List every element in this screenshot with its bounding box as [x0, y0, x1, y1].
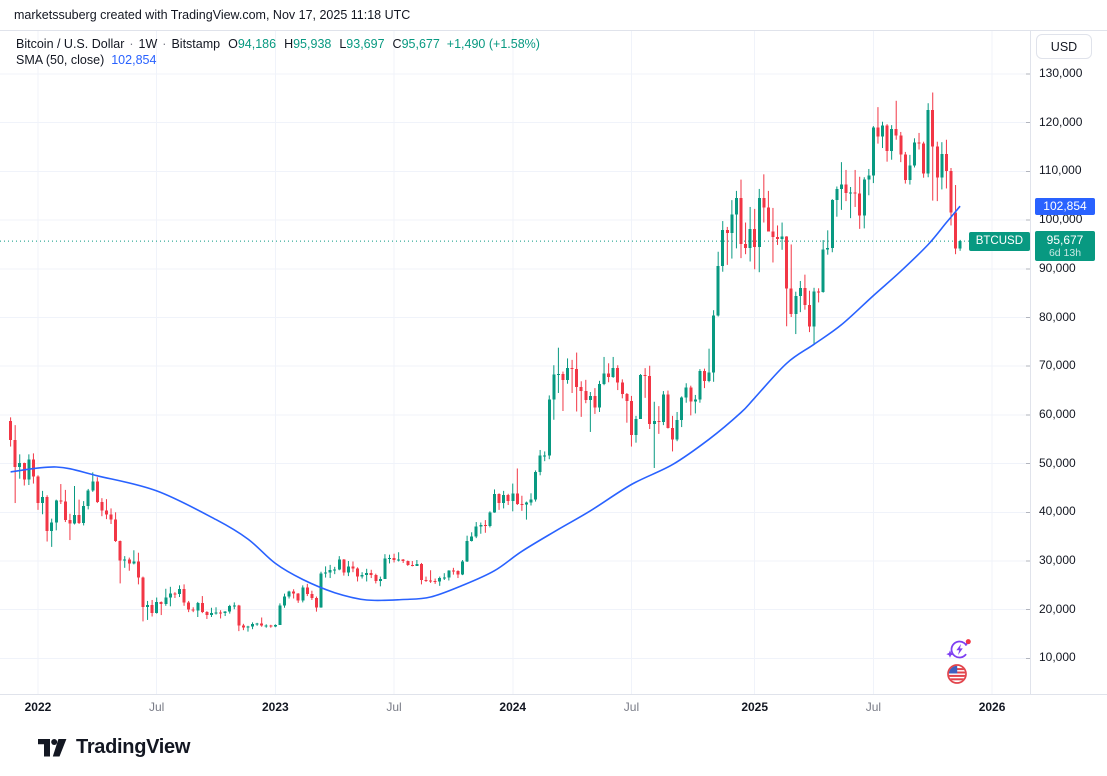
interval-label[interactable]: 1W	[138, 37, 158, 51]
exchange-label[interactable]: Bitstamp	[171, 37, 221, 51]
open-label: O	[228, 37, 238, 51]
price-tick-label: 90,000	[1039, 260, 1076, 275]
chart-event-markers	[946, 637, 972, 685]
price-tick-label: 50,000	[1039, 455, 1076, 470]
time-tick-label: 2025	[741, 700, 769, 714]
price-tick-label: 20,000	[1039, 601, 1076, 616]
time-tick-label: 2026	[978, 700, 1006, 714]
currency-toggle-button[interactable]: USD	[1036, 34, 1092, 59]
price-tick-label: 130,000	[1039, 66, 1083, 80]
legend-main-row: Bitcoin / U.S. Dollar · 1W · Bitstamp O94,186…	[16, 36, 540, 52]
tradingview-logo[interactable]: TradingView	[38, 736, 190, 759]
time-tick-label: Jul	[149, 700, 165, 714]
price-tick-label: 110,000	[1039, 163, 1082, 178]
time-tick-label: Jul	[865, 700, 882, 714]
tradingview-logo-mark	[38, 738, 67, 756]
tradingview-logo-text: TradingView	[76, 736, 191, 758]
price-scale[interactable]: USD 10,000 20,000 30,000 40,000 50,000 60,000…	[1030, 31, 1107, 719]
price-tick-label: 30,000	[1039, 553, 1076, 567]
chart-legend: Bitcoin / U.S. Dollar · 1W · Bitstamp O94,186…	[16, 36, 540, 68]
footer-bar: TradingView	[0, 718, 1107, 776]
low-value: 93,697	[346, 37, 385, 51]
time-tick-label: 2023	[262, 700, 289, 714]
time-tick-label: 2022	[24, 700, 52, 714]
price-tick-label: 60,000	[1039, 406, 1076, 421]
chart-widget: Bitcoin / U.S. Dollar · 1W · Bitstamp O94,186…	[0, 30, 1107, 719]
high-label: H	[284, 37, 294, 51]
us-flag-event-icon[interactable]	[946, 663, 968, 685]
separator-dot: ·	[129, 37, 134, 51]
close-label: C	[392, 37, 402, 51]
price-tick-label: 100,000	[1039, 212, 1083, 227]
price-tick-label: 10,000	[1039, 650, 1076, 665]
time-tick-label: Jul	[623, 700, 640, 714]
legend-sma-row: SMA (50, close) 102,854	[16, 52, 540, 68]
high-value: 95,938	[293, 37, 332, 51]
open-value: 94,186	[237, 37, 277, 51]
time-tick-label: 2024	[499, 700, 527, 714]
price-chart-canvas[interactable]	[0, 31, 1030, 694]
attribution-bar: marketssuberg created with TradingView.c…	[0, 0, 1107, 30]
sma-indicator-label[interactable]: SMA (50, close)	[16, 53, 105, 67]
attribution-text: marketssuberg created with TradingView.c…	[14, 8, 411, 22]
price-tick-label: 120,000	[1039, 114, 1083, 129]
time-axis[interactable]: 2022 Jul 2023 Jul 2024 Jul 2025 Jul 2026	[0, 694, 1107, 719]
separator-dot: ·	[162, 37, 167, 51]
time-tick-label: Jul	[386, 700, 402, 714]
change-value: +1,490 (+1.58%)	[446, 37, 540, 51]
ai-refresh-icon[interactable]	[946, 637, 972, 661]
last-price-value: 95,677	[1046, 233, 1084, 248]
sma-price-badge: 102,854	[1035, 197, 1095, 215]
price-tick-label: 80,000	[1039, 309, 1076, 324]
sma-value: 102,854	[111, 53, 157, 67]
price-tick-label: 40,000	[1039, 504, 1076, 519]
symbol-price-label: BTCUSD	[968, 231, 1030, 251]
close-value: 95,677	[401, 37, 440, 51]
last-price-badge: 95,677 6d 13h	[1035, 231, 1095, 262]
bar-countdown: 6d 13h	[1048, 247, 1082, 260]
price-tick-label: 70,000	[1039, 358, 1076, 373]
symbol-title[interactable]: Bitcoin / U.S. Dollar	[16, 37, 125, 51]
low-label: L	[339, 37, 347, 51]
